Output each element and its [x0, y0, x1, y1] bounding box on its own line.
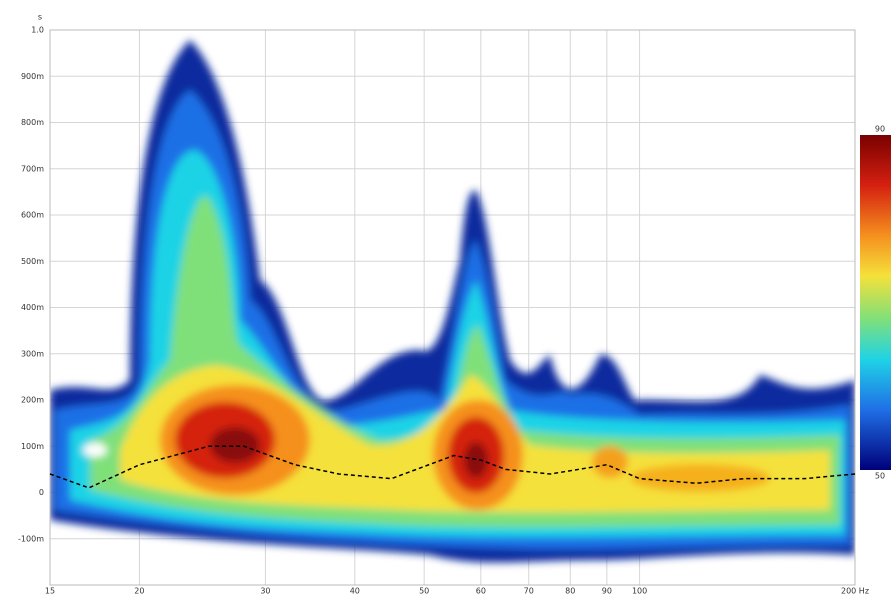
x-tick-label: 100 — [632, 587, 647, 595]
x-tick-label: 60 — [476, 587, 486, 595]
y-axis-label: s — [38, 13, 42, 22]
y-tick-label: 800m — [21, 118, 44, 127]
x-tick-label: 30 — [260, 587, 270, 595]
x-tick-label: 200 Hz — [841, 587, 869, 595]
x-tick-label: 15 — [45, 587, 55, 595]
colorbar-tick-label: 90 — [875, 125, 885, 134]
x-tick-label: 80 — [565, 587, 575, 595]
y-tick-label: 0 — [39, 488, 44, 497]
x-tick-label: 70 — [524, 587, 534, 595]
y-tick-label: 300m — [21, 349, 44, 358]
y-tick-label: 700m — [21, 164, 44, 173]
y-tick-label: 600m — [21, 211, 44, 220]
x-tick-label: 50 — [419, 587, 429, 595]
x-tick-label: 20 — [134, 587, 144, 595]
colorbar — [860, 135, 891, 470]
colorbar-tick-label: 50 — [875, 472, 885, 481]
heat-field — [50, 40, 855, 563]
y-tick-label: 400m — [21, 303, 44, 312]
y-tick-label: 100m — [21, 442, 44, 451]
x-tick-label: 40 — [350, 587, 360, 595]
plot-frame — [49, 29, 856, 586]
y-tick-label: 200m — [21, 396, 44, 405]
x-tick-label: 90 — [602, 587, 612, 595]
y-tick-label: 1.0 — [31, 26, 44, 35]
y-tick-label: 900m — [21, 72, 44, 81]
peak-line — [49, 445, 856, 489]
y-tick-label: -100m — [18, 534, 44, 543]
y-tick-label: 500m — [21, 257, 44, 266]
